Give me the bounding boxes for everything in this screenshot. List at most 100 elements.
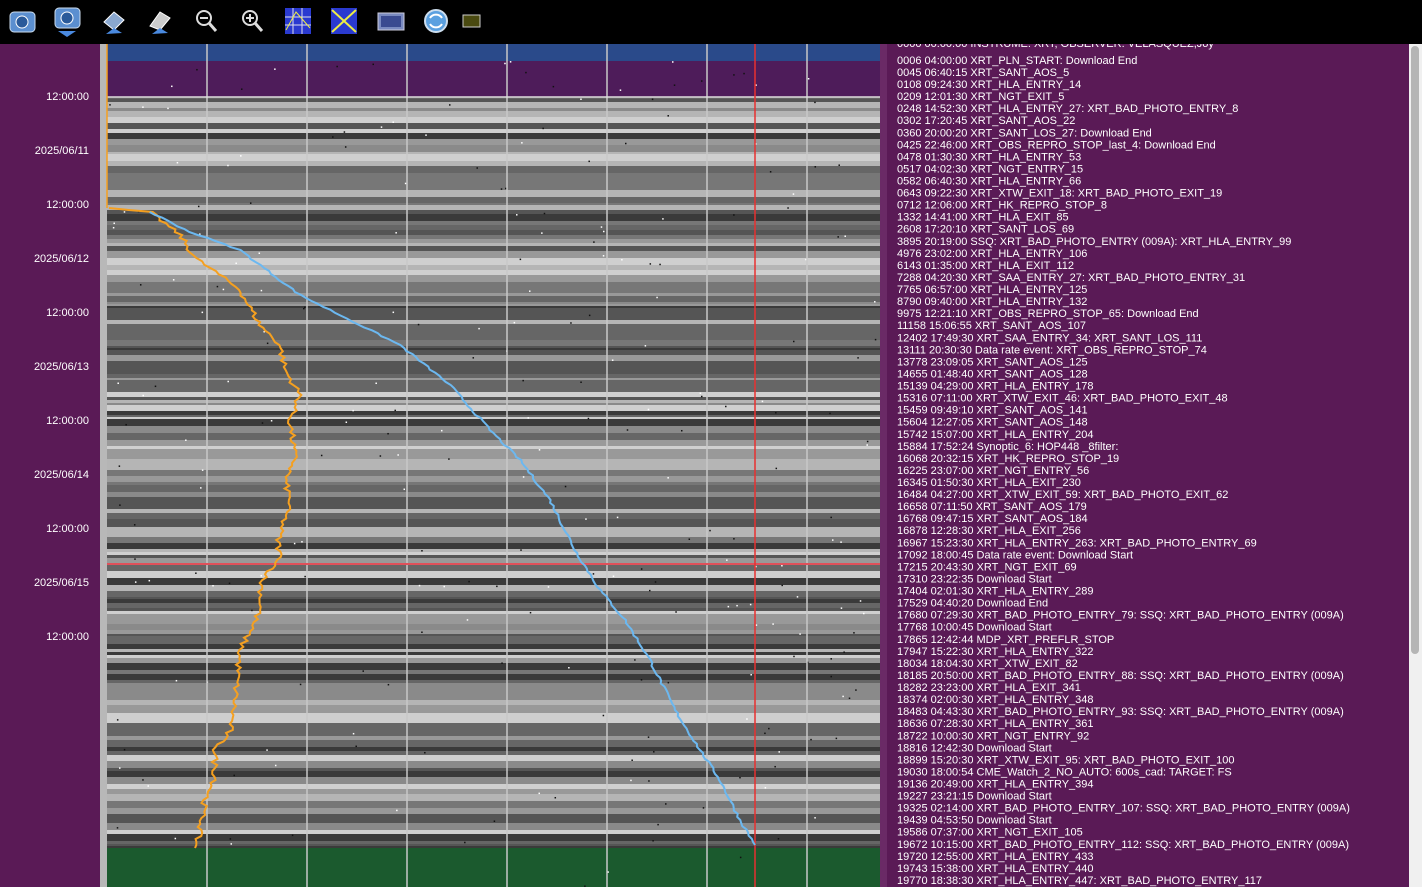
- stripe: [107, 740, 880, 747]
- log-entry: 0425 22:46:00 XRT_OBS_REPRO_STOP_last_4:…: [897, 139, 1216, 151]
- grid: [107, 44, 880, 887]
- stripe: [107, 108, 880, 111]
- stripe: [107, 440, 880, 446]
- dot: [749, 603, 752, 606]
- stripe: [107, 417, 880, 419]
- dot: [227, 164, 229, 167]
- dot: [787, 207, 789, 209]
- stripe: [107, 485, 880, 492]
- dot: [147, 785, 150, 787]
- dot: [516, 214, 518, 216]
- dot: [810, 738, 812, 741]
- dot: [260, 575, 263, 577]
- dot: [649, 589, 651, 592]
- stripe: [107, 601, 880, 603]
- dot: [874, 301, 876, 303]
- dot: [196, 68, 198, 71]
- stripe: [107, 823, 880, 830]
- stripe: [107, 392, 880, 397]
- stripe: [107, 709, 880, 713]
- stripe: [107, 302, 880, 304]
- log-entry: 15139 04:29:00 XRT_HLA_ENTRY_178: [897, 381, 1094, 393]
- dot: [116, 827, 119, 829]
- dot: [167, 107, 169, 110]
- layers-button[interactable]: [103, 11, 125, 34]
- log-entry: 19770 18:38:30 XRT_HLA_ENTRY_447: XRT_BA…: [897, 875, 1262, 887]
- dot: [197, 205, 200, 208]
- dot: [527, 417, 529, 419]
- camera-down-button[interactable]: [54, 7, 81, 37]
- log-entry: 19136 20:49:00 XRT_HLA_ENTRY_394: [897, 779, 1094, 791]
- dot: [304, 575, 306, 578]
- log-entry: 16068 20:32:15 XRT_HK_REPRO_STOP_19: [897, 453, 1119, 465]
- dot: [775, 411, 777, 414]
- stripe: [107, 186, 880, 190]
- time-label: 12:00:00: [46, 415, 89, 427]
- refresh-button[interactable]: [424, 9, 448, 33]
- log-entry: 0209 12:01:30 XRT_NGT_EXIT_5: [897, 91, 1064, 103]
- stripe: [107, 713, 880, 718]
- plot: [100, 44, 887, 887]
- dot: [671, 61, 674, 63]
- log-entry: 15742 15:07:00 XRT_HLA_ENTRY_204: [897, 429, 1094, 441]
- log-entry: 16345 01:50:30 XRT_HLA_EXIT_230: [897, 477, 1081, 489]
- log-entry: 18374 02:00:30 XRT_HLA_ENTRY_348: [897, 694, 1094, 706]
- log-entry: 19325 02:14:00 XRT_BAD_PHOTO_ENTRY_107: …: [897, 803, 1350, 815]
- stripe: [107, 497, 880, 504]
- dot: [440, 429, 443, 432]
- stripe: [107, 603, 880, 608]
- dot: [538, 449, 541, 451]
- stripe: [107, 841, 880, 844]
- trace-button[interactable]: [331, 8, 357, 34]
- stripe: [107, 190, 880, 197]
- dot: [123, 748, 126, 751]
- dot: [857, 357, 859, 359]
- stripe: [107, 736, 880, 740]
- dot: [392, 311, 395, 314]
- grid-button[interactable]: [285, 8, 311, 34]
- log-entry: 0045 06:40:15 XRT_SANT_AOS_5: [897, 67, 1069, 79]
- scrollbar-thumb[interactable]: [1411, 46, 1419, 654]
- stripe: [107, 117, 880, 123]
- dot: [736, 604, 738, 607]
- stripe: [107, 689, 880, 693]
- stripe: [107, 333, 880, 340]
- stripe: [107, 139, 880, 145]
- dot: [496, 585, 498, 588]
- log-entry: 0108 09:24:30 XRT_HLA_ENTRY_14: [897, 79, 1081, 91]
- dot: [258, 252, 261, 254]
- dot: [840, 541, 842, 543]
- zoom-in-button[interactable]: [242, 10, 264, 32]
- log-entry: 8790 09:40:00 XRT_HLA_ENTRY_132: [897, 296, 1087, 308]
- dot: [600, 226, 603, 228]
- log-entry: 19227 23:21:15 Download Start: [897, 791, 1052, 803]
- log-entry: 0643 09:22:30 XRT_XTW_EXIT_18: XRT_BAD_P…: [897, 188, 1222, 200]
- image-button[interactable]: [377, 12, 405, 31]
- dot: [113, 222, 115, 225]
- stripe: [107, 834, 880, 841]
- dot: [397, 454, 399, 456]
- log-entry: 18636 07:28:30 XRT_HLA_ENTRY_361: [897, 718, 1094, 730]
- blue-trace: [149, 211, 756, 846]
- dot: [529, 611, 532, 614]
- dot: [260, 289, 263, 292]
- stripe: [107, 523, 880, 527]
- tilt-button[interactable]: [149, 11, 171, 34]
- dot: [541, 232, 543, 234]
- dot: [688, 538, 691, 540]
- dot: [142, 394, 144, 397]
- dot: [229, 838, 232, 840]
- dot: [840, 607, 843, 609]
- stripe: [107, 519, 880, 523]
- camera-button[interactable]: [9, 11, 36, 33]
- stripe: [107, 492, 880, 497]
- log-entry: 17092 18:00:45 Data rate event: Download…: [897, 549, 1133, 561]
- stripe: [107, 210, 880, 214]
- zoom-out-button[interactable]: [196, 10, 218, 32]
- dot: [274, 68, 276, 70]
- log-entry: 0006 04:00:00 XRT_PLN_START: Download En…: [897, 55, 1137, 67]
- dot: [375, 382, 377, 385]
- dot: [814, 166, 817, 168]
- color-swatch[interactable]: [462, 14, 481, 28]
- dot: [538, 792, 540, 795]
